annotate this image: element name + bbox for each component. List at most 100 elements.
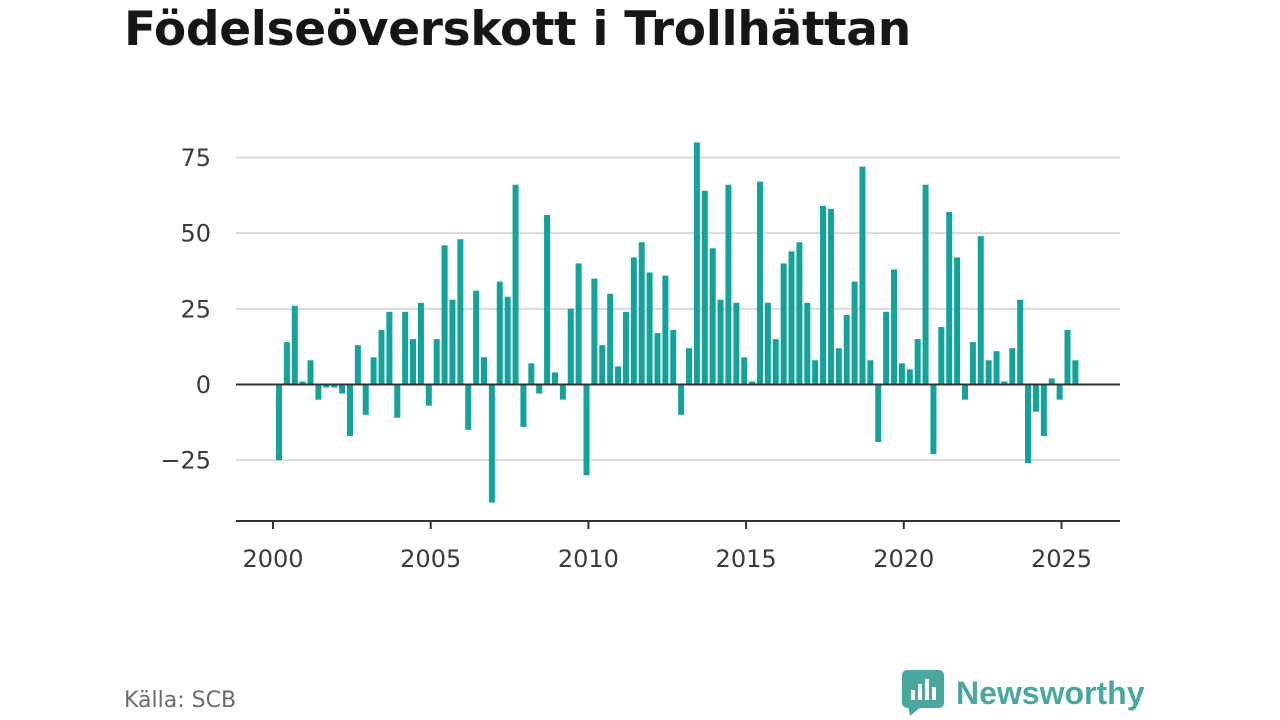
- bar: [331, 384, 338, 388]
- bar: [559, 384, 566, 400]
- bar: [276, 384, 282, 461]
- bar: [544, 215, 551, 385]
- bar: [717, 299, 724, 385]
- bar: [615, 366, 622, 385]
- x-tick-label: 2005: [400, 545, 461, 573]
- x-tick-label: 2000: [242, 545, 303, 573]
- bar: [402, 311, 409, 385]
- bar: [922, 184, 929, 385]
- bar: [725, 184, 732, 385]
- bar: [323, 384, 330, 388]
- bar: [804, 302, 811, 385]
- bar: [820, 205, 827, 385]
- bar: [441, 245, 448, 385]
- bar: [851, 281, 858, 385]
- bar: [1040, 384, 1047, 436]
- x-tick-label: 2015: [716, 545, 777, 573]
- bar: [962, 384, 968, 400]
- bar: [638, 242, 645, 385]
- bar: [891, 269, 898, 385]
- bar: [1048, 378, 1055, 385]
- bar: [583, 384, 590, 476]
- bar: [662, 275, 669, 385]
- bar: [465, 384, 472, 430]
- bar: [764, 302, 771, 385]
- bar: [906, 369, 913, 385]
- bar: [930, 384, 937, 455]
- chart-title: Födelseöverskott i Trollhättan: [124, 2, 911, 57]
- bar: [551, 372, 558, 385]
- bar: [1072, 360, 1079, 385]
- bar: [291, 305, 298, 385]
- bar: [938, 326, 945, 385]
- y-tick-labels: −25 0 25 50 75: [160, 144, 211, 475]
- bar: [954, 257, 961, 385]
- bar: [370, 357, 377, 385]
- bar: [496, 281, 503, 385]
- bar: [686, 348, 693, 385]
- source-note: Källa: SCB: [124, 688, 237, 713]
- bar: [283, 342, 290, 385]
- bar: [780, 263, 787, 385]
- bar: [741, 357, 748, 385]
- bar: [433, 339, 440, 385]
- gridlines: [236, 156, 1120, 462]
- bar: [898, 363, 905, 385]
- bar: [977, 236, 984, 385]
- bar: [812, 360, 819, 385]
- bar: [693, 142, 700, 385]
- bar: [859, 166, 866, 385]
- x-tick-label: 2010: [558, 545, 619, 573]
- bar: [591, 278, 598, 385]
- bar: [449, 299, 456, 385]
- y-tick-label: 50: [180, 220, 211, 248]
- bar: [315, 384, 322, 400]
- bar: [346, 384, 353, 436]
- bar: [654, 333, 661, 385]
- bar: [835, 348, 842, 385]
- brand-name: Newsworthy: [956, 674, 1145, 711]
- bar: [520, 384, 527, 427]
- y-tick-label: 0: [196, 371, 211, 399]
- bar: [914, 339, 921, 385]
- bar: [749, 381, 756, 385]
- bar: [512, 184, 519, 385]
- bar: [457, 239, 464, 385]
- y-tick-label: 75: [180, 144, 211, 172]
- bar: [339, 384, 346, 394]
- bar: [772, 339, 779, 385]
- bar: [788, 251, 795, 385]
- bar: [1017, 299, 1024, 385]
- bar: [599, 345, 606, 385]
- bar: [709, 248, 716, 385]
- x-tick-label: 2025: [1031, 545, 1092, 573]
- axes: [236, 383, 1120, 529]
- bar: [386, 311, 393, 385]
- bar: [307, 360, 314, 385]
- bar: [1032, 384, 1039, 412]
- bar: [299, 381, 306, 385]
- bar: [488, 384, 495, 503]
- bar: [1001, 381, 1008, 385]
- bar: [1056, 384, 1063, 400]
- x-tick-label: 2020: [873, 545, 934, 573]
- bar: [630, 257, 637, 385]
- bar: [504, 296, 511, 385]
- bar: [575, 263, 582, 385]
- x-tick-labels: 2000 2005 2010 2015 2020 2025: [242, 545, 1092, 573]
- bar: [567, 308, 574, 385]
- bar: [946, 211, 953, 385]
- bar: [756, 181, 763, 385]
- bar-chart-speech-bubble-icon: [902, 670, 944, 716]
- bar: [670, 330, 677, 385]
- bar: [607, 293, 614, 385]
- brand-logo[interactable]: Newsworthy: [902, 670, 1144, 716]
- bar: [1009, 348, 1016, 385]
- bar: [646, 272, 653, 385]
- bar: [701, 190, 708, 385]
- bar: [1025, 384, 1032, 464]
- bar: [622, 311, 629, 385]
- bar: [867, 360, 874, 385]
- bar: [843, 314, 850, 385]
- bar: [875, 384, 882, 443]
